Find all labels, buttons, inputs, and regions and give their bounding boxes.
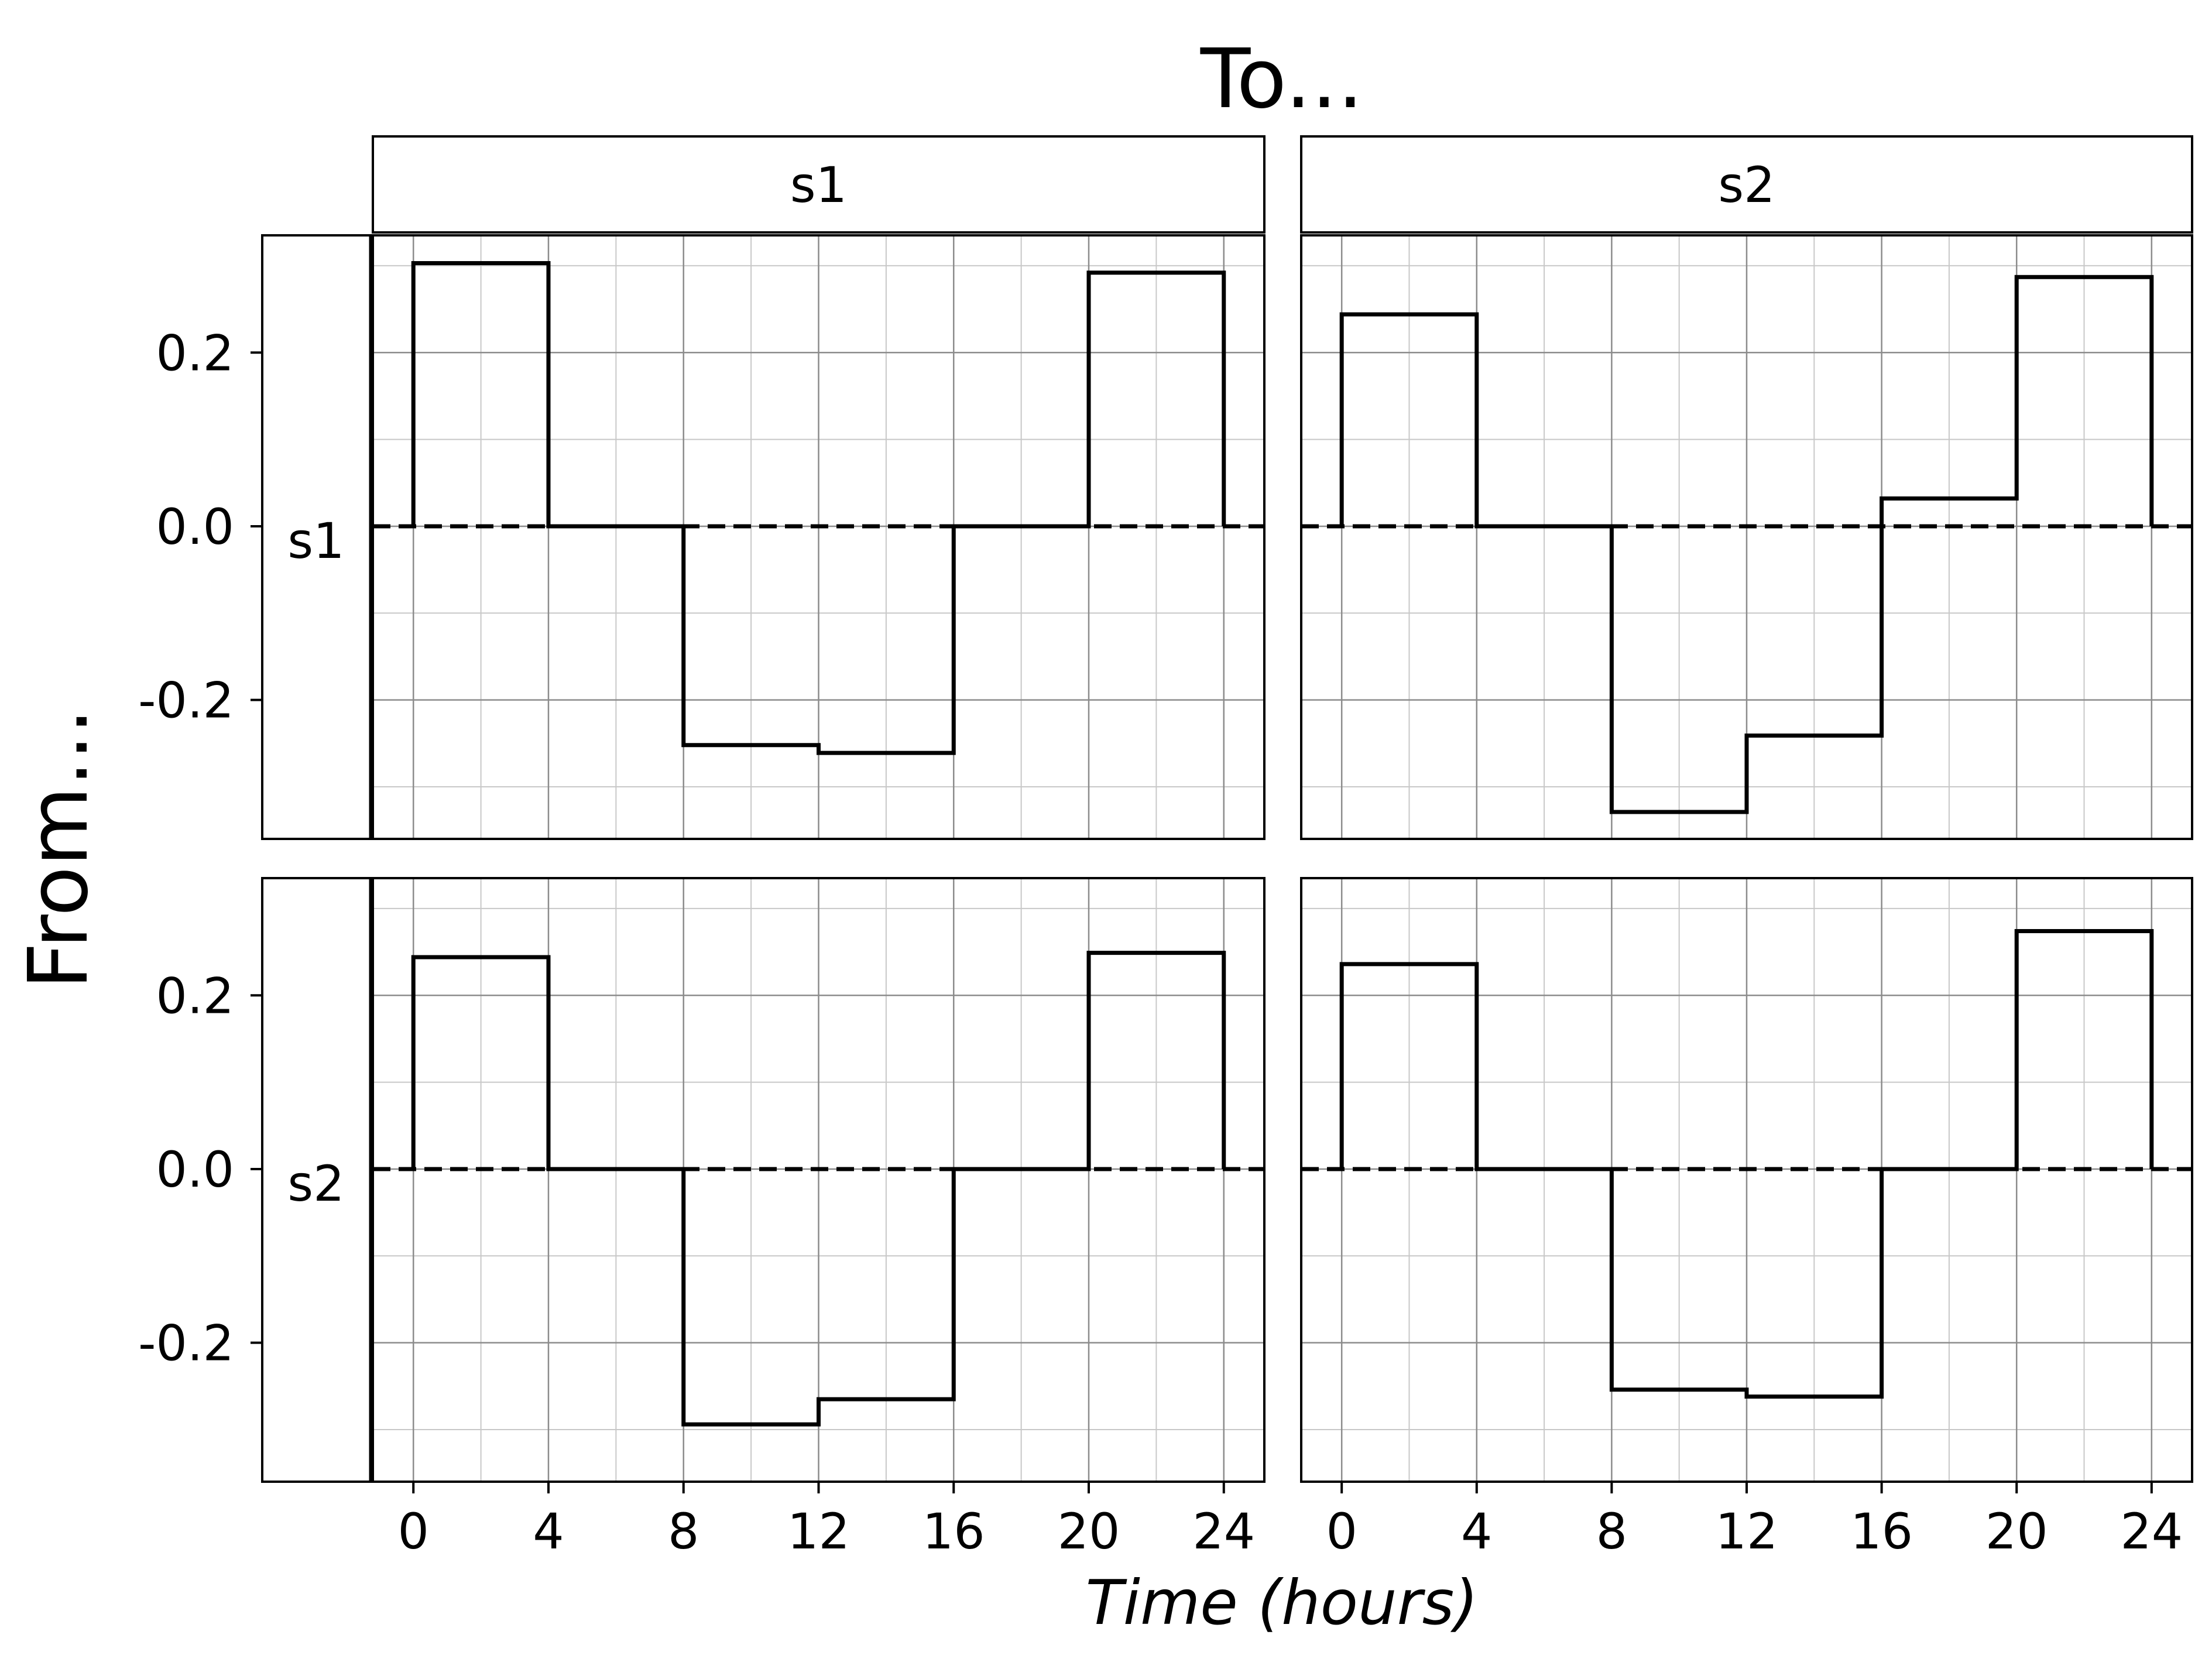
y-axis-label: From... xyxy=(11,708,107,989)
x-tick-label: 8 xyxy=(1596,1503,1627,1560)
x-tick-label: 24 xyxy=(2120,1503,2183,1560)
x-tick-label: 20 xyxy=(1058,1503,1120,1560)
x-tick-label: 0 xyxy=(398,1503,429,1560)
y-tick-label: 0.0 xyxy=(156,1141,234,1198)
panel-frame xyxy=(1300,234,2193,840)
y-tick-label: 0.2 xyxy=(156,967,234,1024)
x-tick-label: 16 xyxy=(1850,1503,1913,1560)
chart-title: To... xyxy=(1200,32,1363,127)
x-tick-label: 12 xyxy=(787,1503,850,1560)
panel-frame xyxy=(372,234,1266,840)
x-tick-label: 24 xyxy=(1192,1503,1255,1560)
x-tick-label: 0 xyxy=(1326,1503,1357,1560)
column-strip-s1 xyxy=(372,135,1266,234)
column-strip-label: s2 xyxy=(1718,156,1775,214)
x-tick-label: 16 xyxy=(922,1503,985,1560)
y-tick-label: -0.2 xyxy=(138,672,234,729)
step-series-s2-to-s2 xyxy=(1339,928,2154,1399)
y-tick-label: 0.2 xyxy=(156,324,234,382)
column-strip-label: s1 xyxy=(790,156,847,214)
step-series-s1-to-s2 xyxy=(1339,275,2154,814)
row-strip-label: s2 xyxy=(287,1155,344,1212)
y-tick-label: -0.2 xyxy=(138,1315,234,1372)
y-tick-label: 0.0 xyxy=(156,498,234,556)
x-tick-label: 12 xyxy=(1716,1503,1778,1560)
x-tick-label: 4 xyxy=(1461,1503,1492,1560)
step-series-s1-to-s1 xyxy=(411,261,1226,755)
step-series-s2-to-s1 xyxy=(411,951,1226,1427)
x-tick-label: 20 xyxy=(1985,1503,2048,1560)
column-strip-s2 xyxy=(1300,135,2193,234)
x-tick-label: 8 xyxy=(668,1503,699,1560)
x-tick-label: 4 xyxy=(533,1503,564,1560)
x-axis-label: Time (hours) xyxy=(1086,1567,1479,1639)
row-strip-label: s1 xyxy=(287,512,344,570)
